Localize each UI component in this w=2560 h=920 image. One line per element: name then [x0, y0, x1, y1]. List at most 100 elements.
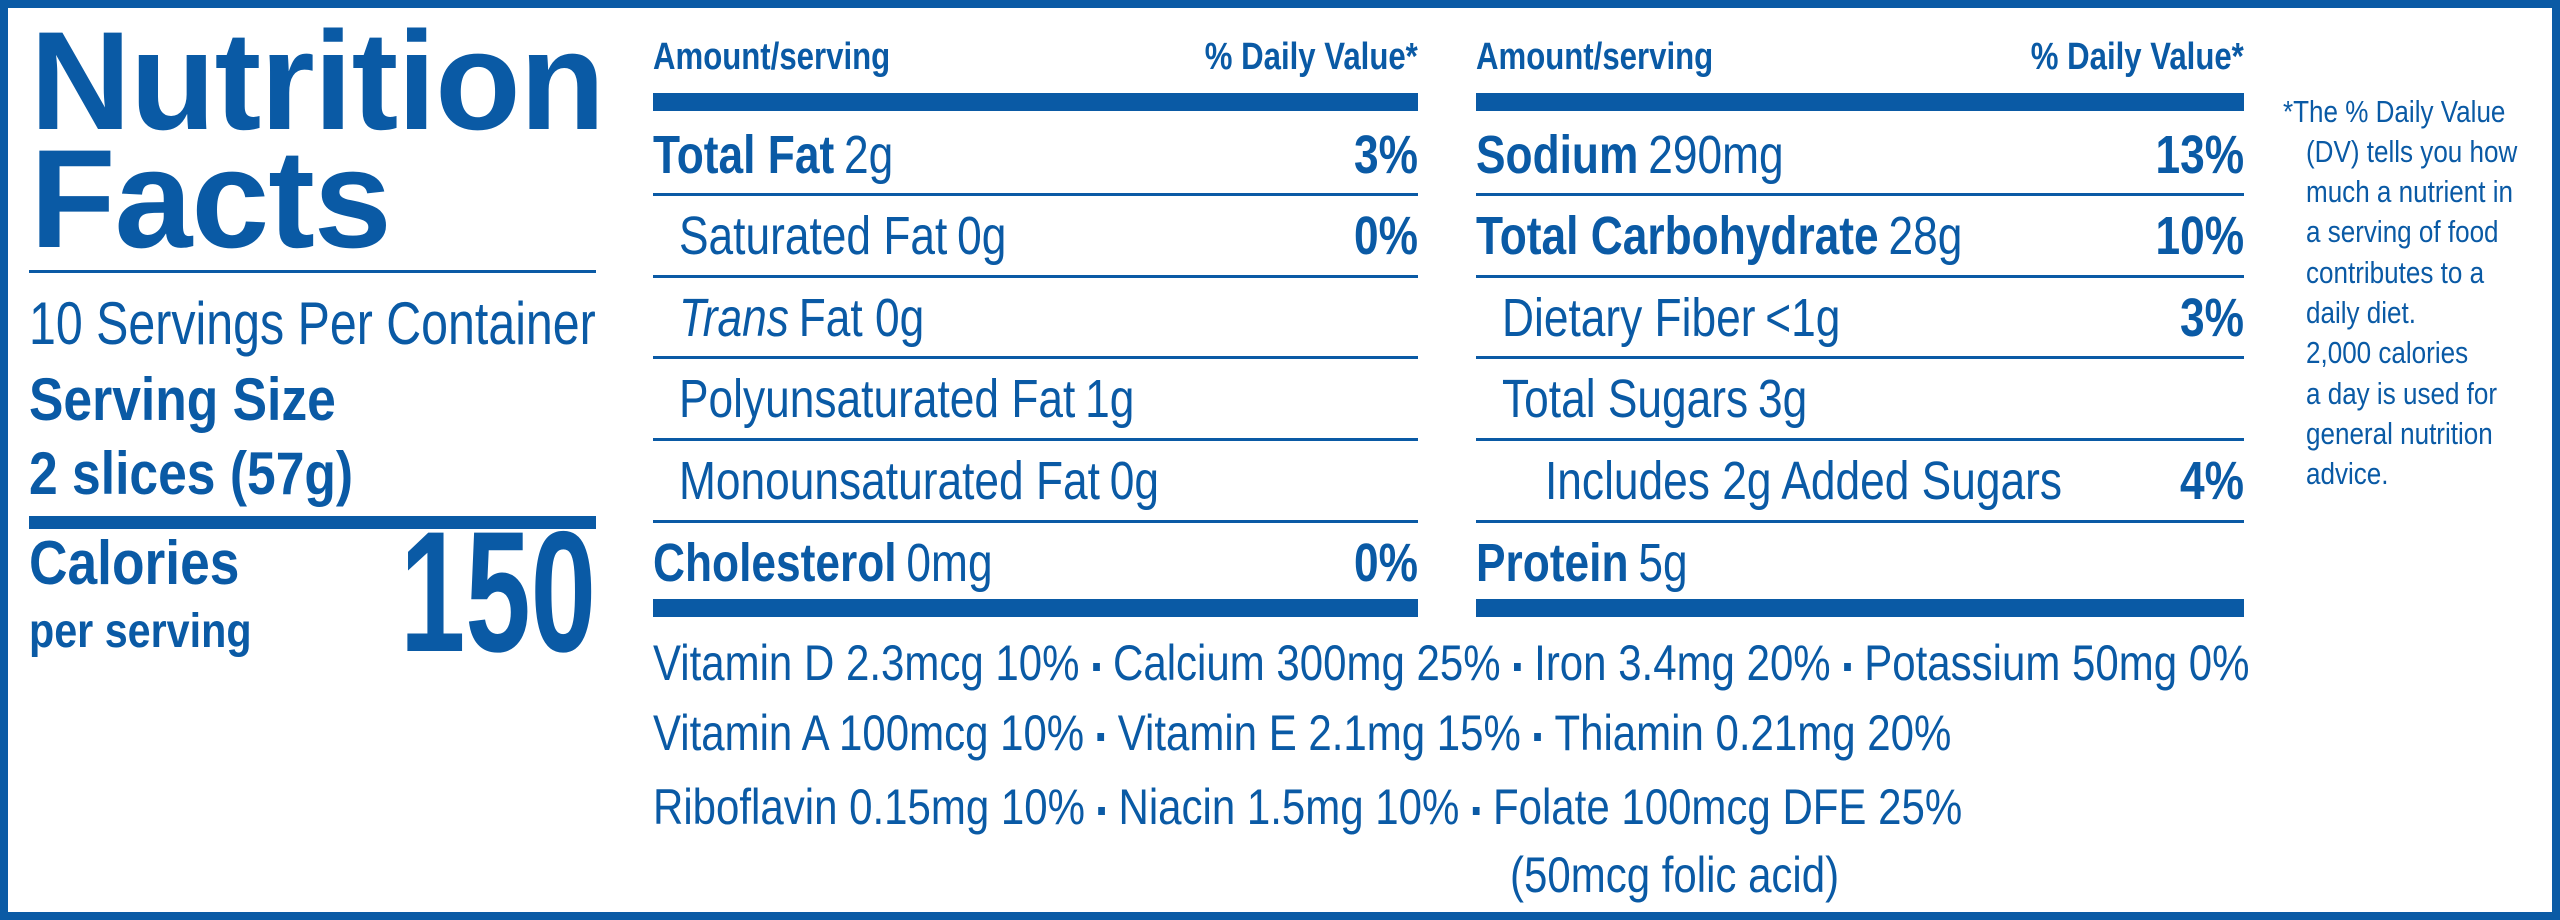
vitamin-item: Thiamin 0.21mg 20%	[1554, 705, 1952, 761]
daily-value: 13%	[2155, 124, 2244, 185]
footnote-line: advice.	[2306, 456, 2389, 492]
vitamin-line: Vitamin D 2.3mcg 10% Calcium 300mg 25% Iro…	[653, 633, 2249, 693]
nutrient-amount: Fat 0g	[798, 287, 925, 348]
nutrient-label: Protein	[1476, 532, 1629, 593]
nutrient-row: Protein 5g	[1476, 531, 1688, 596]
daily-value: 0%	[1354, 206, 1418, 267]
header-dv: % Daily Value*	[2030, 36, 2244, 78]
title: Nutrition Facts	[30, 2, 605, 277]
rule	[29, 270, 596, 273]
nutrient-label: Cholesterol	[653, 532, 897, 593]
serving-size: 2 slices (57g)	[29, 440, 354, 507]
row-rule	[1476, 519, 2244, 523]
nutrient-amount: <1g	[1765, 287, 1841, 348]
thick-rule	[1476, 599, 2244, 617]
separator	[1472, 806, 1480, 815]
separator	[1534, 732, 1542, 741]
vitamin-item: Iron 3.4mg 20%	[1534, 635, 1831, 691]
vitamin-item: Niacin 1.5mg 10%	[1118, 779, 1460, 835]
vitamin-note: (50mcg folic acid)	[1510, 847, 1840, 903]
nutrient-label: Total Fat	[653, 124, 835, 185]
vitamin-item: Calcium 300mg 25%	[1113, 635, 1501, 691]
vitamin-item: Potassium 50mg 0%	[1864, 635, 2250, 691]
daily-value: 0%	[1354, 532, 1418, 593]
nutrient-row: Monounsaturated Fat 0g	[679, 449, 1159, 514]
thick-rule	[653, 599, 1418, 617]
nutrient-amount: 290mg	[1648, 124, 1784, 185]
separator	[1844, 662, 1851, 671]
separator	[1513, 662, 1521, 671]
footnote-line: a serving of food	[2306, 214, 2499, 250]
vitamin-item: Vitamin E 2.1mg 15%	[1117, 705, 1521, 761]
header-amount: Amount/serving	[653, 36, 891, 78]
footnote-line: general nutrition	[2306, 415, 2493, 451]
footnote-line: 2,000 calories	[2306, 335, 2469, 371]
nutrient-row: Cholesterol 0mg	[653, 531, 993, 596]
nutrient-label: Monounsaturated Fat	[679, 451, 1100, 512]
row-rule	[1476, 437, 2244, 441]
nutrient-amount: 28g	[1888, 206, 1963, 267]
nutrient-label: Total Carbohydrate	[1476, 206, 1879, 267]
vitamin-item: Vitamin A 100mcg 10%	[653, 705, 1085, 761]
nutrient-amount: 0mg	[906, 532, 993, 593]
daily-value: 3%	[1354, 124, 1418, 185]
daily-value: 4%	[2180, 451, 2244, 512]
nutrient-row: Includes 2g Added Sugars	[1545, 449, 2062, 514]
nutrient-label: Sodium	[1476, 124, 1639, 185]
nutrient-amount: 2g	[844, 124, 894, 185]
nutrient-row: Dietary Fiber <1g	[1502, 286, 1840, 351]
nutrient-amount: 3g	[1757, 369, 1808, 430]
separator	[1092, 662, 1100, 671]
nutrient-row: Total Carbohydrate 28g	[1476, 204, 1962, 269]
nutrient-label: Includes 2g Added Sugars	[1545, 451, 2062, 512]
nutrient-row: Total Fat 2g	[653, 123, 893, 188]
calories-value: 150	[400, 496, 596, 688]
separator	[1097, 732, 1105, 741]
nutrient-amount: 5g	[1638, 532, 1688, 593]
thick-rule	[653, 93, 1418, 111]
nutrient-label: Saturated Fat	[679, 206, 948, 267]
vitamin-line: Riboflavin 0.15mg 10% Niacin 1.5mg 10% Fol…	[653, 777, 1962, 837]
footnote-line: *The % Daily Value	[2283, 93, 2506, 129]
vitamin-line: Vitamin A 100mcg 10% Vitamin E 2.1mg 15% T…	[653, 703, 1951, 763]
row-rule	[653, 274, 1418, 278]
nutrient-label: Total Sugars	[1502, 369, 1749, 430]
nutrient-label: Dietary Fiber	[1502, 287, 1756, 348]
row-rule	[1476, 274, 2244, 278]
nutrient-amount: 0g	[1109, 451, 1160, 512]
thick-rule	[29, 516, 596, 529]
header-dv: % Daily Value*	[1204, 36, 1418, 78]
row-rule	[653, 437, 1418, 441]
daily-value: 3%	[2180, 287, 2244, 348]
serving-size-label: Serving Size	[29, 366, 336, 433]
servings: 10 Servings Per Container	[29, 290, 596, 357]
row-rule	[1476, 193, 2244, 196]
footnote-line: a day is used for	[2306, 375, 2498, 411]
nutrient-row: Saturated Fat 0g	[679, 204, 1006, 269]
calories-sub: per serving	[29, 605, 252, 658]
nutrient-row: Sodium 290mg	[1476, 123, 1784, 188]
footnote-line: much a nutrient in	[2306, 174, 2513, 210]
header-amount: Amount/serving	[1476, 36, 1714, 78]
vitamin-item: Folate 100mcg DFE 25%	[1492, 779, 1963, 835]
nutrient-row: Total Sugars 3g	[1502, 367, 1807, 432]
row-rule	[653, 519, 1418, 523]
vitamin-item: Vitamin D 2.3mcg 10%	[653, 635, 1080, 691]
footnote-line: (DV) tells you how	[2306, 133, 2518, 169]
nutrient-label: Trans	[679, 287, 789, 348]
daily-value: 10%	[2155, 206, 2244, 267]
calories-label: Calories	[29, 529, 240, 598]
thick-rule	[1476, 93, 2244, 111]
vitamin-item: Riboflavin 0.15mg 10%	[653, 779, 1085, 835]
nutrient-label: Polyunsaturated Fat	[679, 369, 1076, 430]
row-rule	[653, 356, 1418, 360]
nutrient-amount: 1g	[1085, 369, 1135, 430]
nutrient-amount: 0g	[957, 206, 1007, 267]
footnote-line: daily diet.	[2306, 295, 2417, 330]
row-rule	[1476, 356, 2244, 360]
row-rule	[653, 193, 1418, 196]
separator	[1098, 806, 1106, 815]
footnote-line: contributes to a	[2306, 254, 2485, 290]
nutrient-row: Trans Fat 0g	[679, 286, 924, 351]
